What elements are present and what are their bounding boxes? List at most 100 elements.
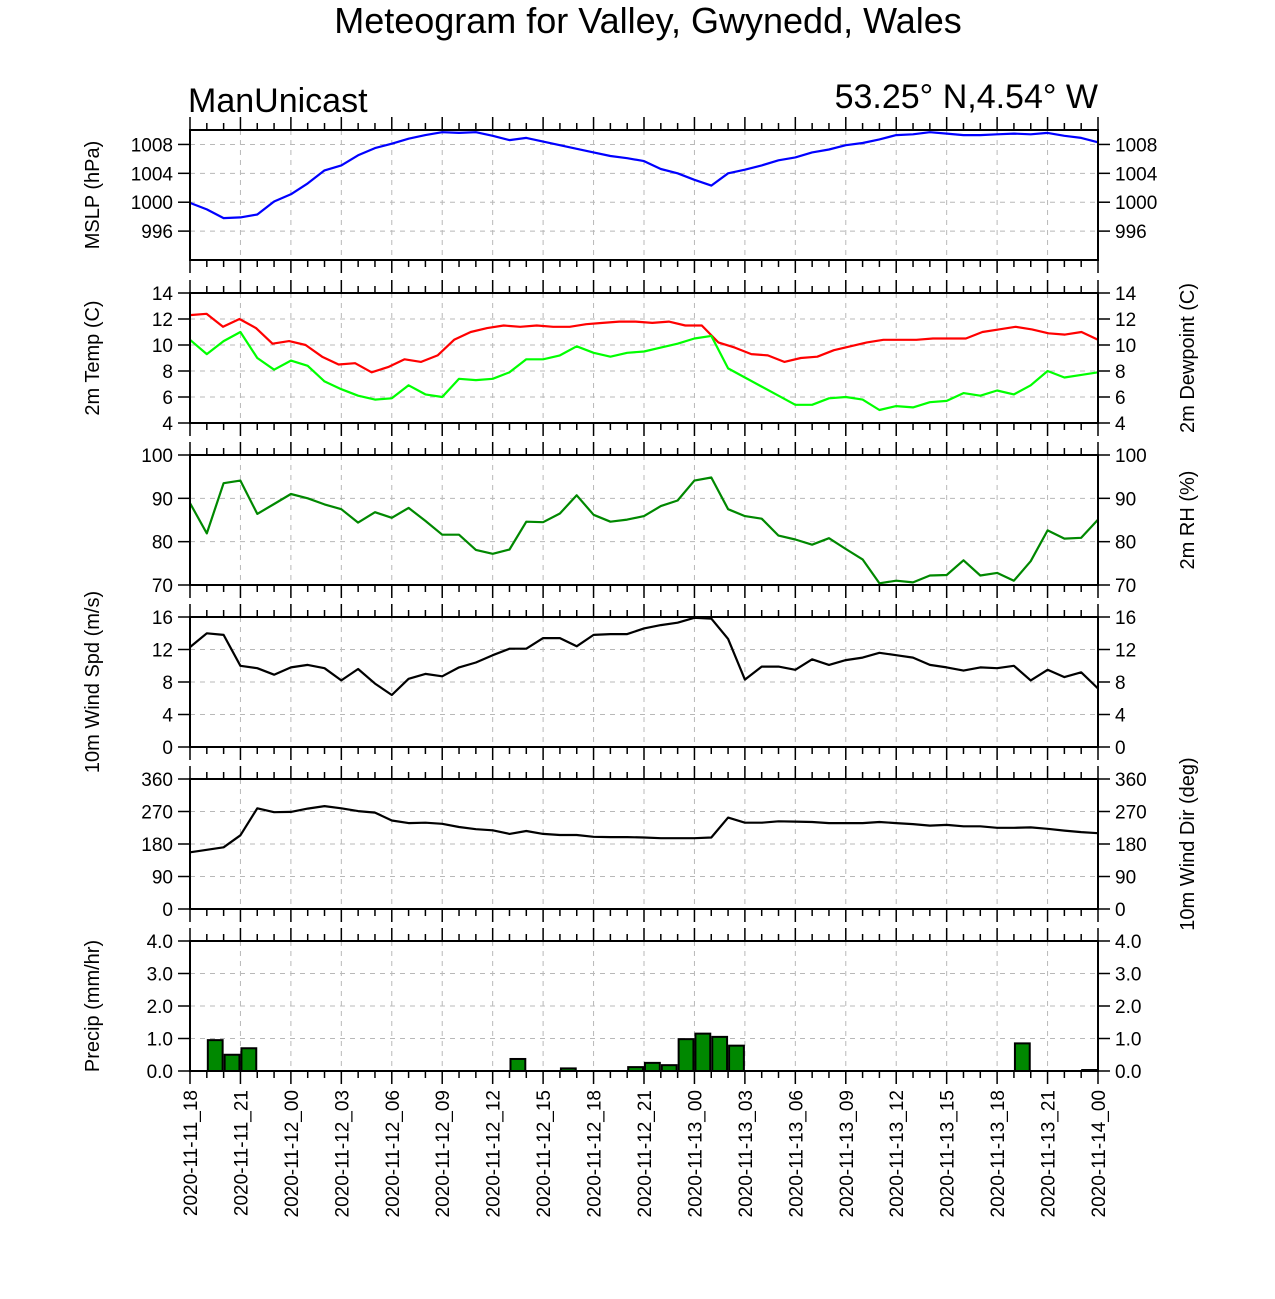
precip-bar: [240, 1047, 258, 1072]
y-tick-label-right: 8: [1115, 673, 1126, 694]
series-line-1: [189, 476, 1099, 585]
y-axis-label-right: 10m Wind Dir (deg): [1177, 757, 1199, 930]
y-axis-label-right: 2m RH (%): [1177, 471, 1199, 570]
y-tick-label-right: 90: [1115, 489, 1136, 510]
precip-bar: [711, 1035, 729, 1072]
y-tick-label: 12: [152, 310, 173, 331]
y-tick-label: 1.0: [147, 1030, 173, 1051]
x-tick-label: 2020-11-12_12: [484, 1090, 505, 1217]
x-tick-label: 2020-11-12_03: [332, 1090, 353, 1217]
x-tick-label: 2020-11-12_15: [534, 1090, 555, 1217]
y-tick-label-right: 12: [1115, 310, 1136, 331]
precip-bar: [223, 1053, 241, 1072]
x-tick-label: 2020-11-13_06: [786, 1090, 807, 1217]
y-tick-label-right: 4: [1115, 706, 1126, 727]
y-tick-label-right: 10: [1115, 336, 1136, 357]
y-tick-label-right: 1008: [1115, 135, 1157, 156]
precip-bar: [1013, 1042, 1031, 1072]
y-tick-label: 12: [152, 641, 173, 662]
y-tick-label: 180: [141, 835, 173, 856]
precip-bar: [728, 1044, 745, 1073]
y-tick-label: 0.0: [147, 1062, 173, 1083]
x-tick-label: 2020-11-13_15: [938, 1090, 959, 1217]
y-tick-label: 1008: [131, 135, 173, 156]
panel-2: 4 4 6 6 8 8 10 10 12 12 14 14 2m Temp (C) 2m Dewpoint…: [82, 280, 1199, 436]
precip-bar: [509, 1057, 527, 1072]
y-tick-label: 1000: [131, 193, 173, 214]
x-tick-label: 2020-11-13_21: [1039, 1090, 1060, 1217]
y-tick-label: 90: [152, 489, 173, 510]
x-tick-label: 2020-11-12_00: [282, 1090, 303, 1217]
y-tick-label: 100: [141, 446, 173, 467]
y-tick-label: 270: [141, 803, 173, 824]
precip-bar: [694, 1032, 712, 1072]
y-tick-label-right: 2.0: [1115, 997, 1141, 1018]
y-tick-label-right: 100: [1115, 446, 1147, 467]
y-tick-label: 6: [162, 388, 173, 409]
y-tick-label-right: 70: [1115, 576, 1136, 597]
y-tick-label: 4: [162, 414, 173, 435]
y-tick-label-right: 270: [1115, 803, 1147, 824]
y-tick-label: 360: [141, 770, 173, 791]
panel-5: 0 0 90 90 180 180 270 270 360 360 10m Wind Dir (de…: [141, 757, 1199, 930]
series-line-1: [189, 131, 1099, 220]
y-tick-label-right: 0: [1115, 900, 1126, 921]
y-tick-label-right: 8: [1115, 362, 1126, 383]
y-tick-label-right: 360: [1115, 770, 1147, 791]
x-tick-label: 2020-11-14_00: [1089, 1090, 1110, 1217]
x-tick-label: 2020-11-13_18: [988, 1090, 1009, 1217]
y-axis-label: MSLP (hPa): [82, 141, 104, 250]
x-tick-label: 2020-11-12_06: [383, 1090, 404, 1217]
model-label: ManUnicast: [188, 82, 368, 120]
series-line-1: [189, 616, 1099, 697]
figure-title: Meteogram for Valley, Gwynedd, Wales: [334, 0, 962, 41]
y-axis-label: 2m Temp (C): [82, 300, 104, 415]
y-tick-label: 0: [162, 738, 173, 759]
y-tick-label: 996: [141, 222, 173, 243]
y-tick-label: 8: [162, 673, 173, 694]
y-tick-label-right: 996: [1115, 222, 1147, 243]
y-tick-label-right: 1004: [1115, 164, 1158, 185]
y-tick-label-right: 4.0: [1115, 932, 1141, 953]
precip-bar: [206, 1039, 224, 1072]
y-tick-label-right: 6: [1115, 388, 1126, 409]
y-tick-label-right: 16: [1115, 608, 1136, 629]
y-tick-label-right: 0.0: [1115, 1062, 1141, 1083]
series-line-2: [189, 330, 1099, 412]
precip-bar: [677, 1038, 695, 1073]
x-tick-label: 2020-11-13_12: [887, 1090, 908, 1217]
y-tick-label-right: 1.0: [1115, 1030, 1141, 1051]
y-tick-label-right: 3.0: [1115, 965, 1141, 986]
panel-3: 70 70 80 80 90 90 100 100 2m RH (%): [141, 442, 1199, 598]
y-tick-label-right: 12: [1115, 641, 1136, 662]
y-tick-label: 8: [162, 362, 173, 383]
x-tick-label: 2020-11-12_21: [635, 1090, 656, 1217]
coords-label: 53.25° N,4.54° W: [835, 78, 1098, 116]
y-tick-label-right: 14: [1115, 284, 1137, 305]
panel-1: 996 996 1000 1000 1004 1004 1008 1008 MSLP (hPa): [82, 117, 1158, 273]
panel-6: 0.0 0.0 1.0 1.0 2.0 2.0 3.0 3.0 4.0 4.0 Precip (mm…: [82, 928, 1141, 1084]
x-tick-label: 2020-11-12_09: [433, 1090, 454, 1217]
y-tick-label: 80: [152, 533, 173, 554]
y-tick-label-right: 0: [1115, 738, 1126, 759]
x-tick-label: 2020-11-13_03: [736, 1090, 757, 1217]
y-tick-label: 2.0: [147, 997, 173, 1018]
x-tick-label: 2020-11-11_18: [181, 1090, 202, 1216]
y-axis-label: Precip (mm/hr): [82, 940, 104, 1072]
y-tick-label-right: 1000: [1115, 193, 1157, 214]
series-line-1: [189, 804, 1099, 854]
x-tick-label: 2020-11-12_18: [585, 1090, 606, 1217]
precip-bar: [644, 1061, 661, 1072]
y-axis-label: 10m Wind Spd (m/s): [82, 591, 104, 773]
y-tick-label-right: 90: [1115, 868, 1136, 889]
y-tick-label: 70: [152, 576, 173, 597]
y-tick-label: 14: [152, 284, 174, 305]
y-tick-label: 4: [162, 706, 173, 727]
y-tick-label: 3.0: [147, 965, 173, 986]
y-tick-label-right: 180: [1115, 835, 1147, 856]
time-axis-labels: 2020-11-11_18 2020-11-11_21 2020-11-12_00 2…: [181, 1090, 1110, 1217]
y-tick-label: 16: [152, 608, 173, 629]
series-line-1: [189, 312, 1099, 374]
